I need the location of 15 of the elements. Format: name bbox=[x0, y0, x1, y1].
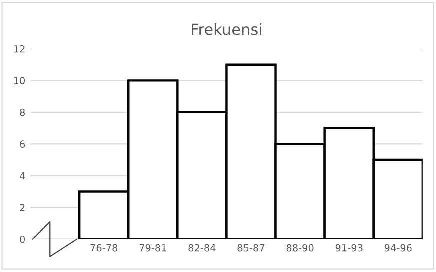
y-tick-label: 0 bbox=[20, 236, 26, 244]
y-tick-label: 2 bbox=[20, 204, 25, 212]
y-tick-label: 6 bbox=[20, 140, 26, 148]
y-tick-label: 12 bbox=[14, 45, 25, 53]
x-tick-label: 94-96 bbox=[384, 244, 412, 252]
x-tick-label: 91-93 bbox=[336, 244, 363, 252]
x-tick-label: 82-84 bbox=[188, 244, 216, 252]
chart-title: Frekuensi bbox=[192, 23, 262, 36]
y-tick-label: 8 bbox=[20, 108, 25, 116]
x-tick-label: 88-90 bbox=[286, 244, 314, 252]
y-tick-label: 4 bbox=[20, 172, 26, 180]
x-tick-label: 76-78 bbox=[90, 244, 118, 252]
x-tick-label: 79-81 bbox=[140, 244, 166, 252]
x-tick-label: 85-87 bbox=[238, 244, 265, 252]
y-tick-label: 10 bbox=[14, 77, 26, 85]
